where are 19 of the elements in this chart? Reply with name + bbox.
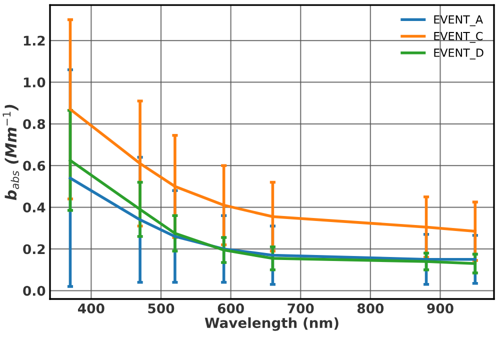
y-tick-label: 1.2 <box>24 36 45 46</box>
x-axis-title: Wavelength (nm) <box>204 317 338 331</box>
y-axis-title: b$_{abs}$ (Mm$^{−1}$) <box>2 104 20 200</box>
x-tick-label: 500 <box>148 303 174 314</box>
legend-label: EVENT_A <box>434 15 483 26</box>
x-tick-label: 900 <box>427 303 454 314</box>
x-tick-label: 700 <box>288 303 314 314</box>
y-tick-label: 1.0 <box>24 77 46 88</box>
y-tick-label: 0.0 <box>23 286 46 296</box>
line-series <box>68 176 477 261</box>
x-tick-label: 600 <box>218 303 244 314</box>
x-tick-label: 400 <box>78 303 104 314</box>
legend-label: EVENT_C <box>434 32 483 43</box>
y-tick-label: 0.2 <box>23 244 45 254</box>
x-tick-label: 800 <box>357 303 384 314</box>
legend-label: EVENT_D <box>434 48 484 60</box>
y-tick-label: 0.4 <box>23 202 46 212</box>
y-tick-label: 0.6 <box>23 160 46 171</box>
y-tick-label: 0.8 <box>23 119 46 130</box>
